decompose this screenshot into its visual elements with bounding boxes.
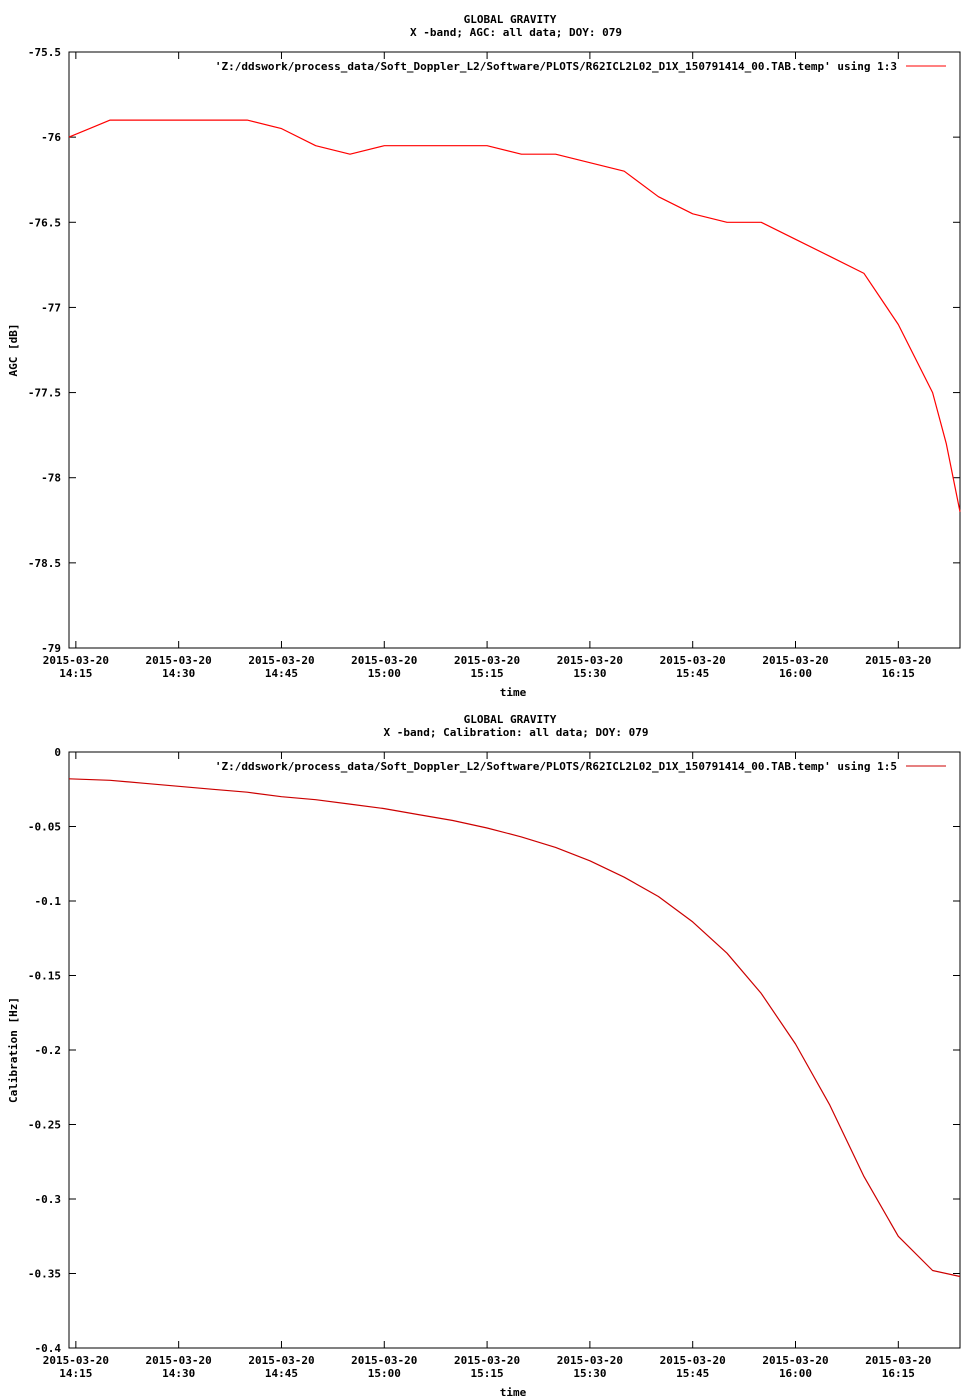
- chart-subtitle: X -band; Calibration: all data; DOY: 079: [384, 726, 649, 739]
- x-tick-label-time: 16:15: [882, 1367, 915, 1380]
- chart-title: GLOBAL GRAVITY: [464, 13, 557, 26]
- y-tick-label: -79: [41, 642, 61, 655]
- x-tick-label-time: 14:45: [265, 667, 298, 680]
- x-tick-label-time: 15:00: [368, 667, 401, 680]
- x-tick-label-date: 2015-03-20: [248, 654, 314, 667]
- y-tick-label: -0.35: [28, 1268, 61, 1281]
- x-tick-label-time: 15:15: [471, 667, 504, 680]
- x-tick-label-date: 2015-03-20: [557, 654, 623, 667]
- x-tick-label-time: 14:15: [59, 1367, 92, 1380]
- y-tick-label: -0.3: [35, 1193, 62, 1206]
- plot-frame: [68, 51, 961, 649]
- x-tick-label-date: 2015-03-20: [146, 1354, 212, 1367]
- x-tick-label-time: 15:30: [573, 667, 606, 680]
- legend-label: 'Z:/ddswork/process_data/Soft_Doppler_L2…: [215, 60, 897, 73]
- y-tick-label: -77: [41, 301, 61, 314]
- x-tick-label-date: 2015-03-20: [43, 654, 109, 667]
- y-tick-label: -0.05: [28, 821, 61, 834]
- x-tick-label-time: 14:30: [162, 1367, 195, 1380]
- x-tick-label-date: 2015-03-20: [146, 654, 212, 667]
- x-tick-label-time: 14:15: [59, 667, 92, 680]
- x-tick-label-time: 14:45: [265, 1367, 298, 1380]
- x-axis-label: time: [500, 1386, 527, 1399]
- y-tick-label: -0.25: [28, 1119, 61, 1132]
- x-tick-label-date: 2015-03-20: [43, 1354, 109, 1367]
- x-tick-label-date: 2015-03-20: [660, 1354, 726, 1367]
- x-tick-label-time: 16:00: [779, 1367, 812, 1380]
- legend-label: 'Z:/ddswork/process_data/Soft_Doppler_L2…: [215, 760, 897, 773]
- y-tick-label: -0.2: [35, 1044, 62, 1057]
- x-tick-label-date: 2015-03-20: [762, 654, 828, 667]
- x-tick-label-date: 2015-03-20: [454, 654, 520, 667]
- x-tick-label-date: 2015-03-20: [557, 1354, 623, 1367]
- plot-frame: [68, 751, 961, 1349]
- x-tick-label-date: 2015-03-20: [865, 1354, 931, 1367]
- y-tick-label: -78.5: [28, 557, 61, 570]
- y-tick-label: -0.4: [35, 1342, 62, 1355]
- x-tick-label-date: 2015-03-20: [351, 654, 417, 667]
- x-tick-label-date: 2015-03-20: [248, 1354, 314, 1367]
- y-tick-label: 0: [54, 746, 61, 759]
- chart-subtitle: X -band; AGC: all data; DOY: 079: [410, 26, 622, 39]
- x-tick-label-time: 14:30: [162, 667, 195, 680]
- x-tick-label-date: 2015-03-20: [865, 654, 931, 667]
- y-tick-label: -78: [41, 472, 61, 485]
- x-tick-label-time: 15:15: [471, 1367, 504, 1380]
- y-tick-label: -75.5: [28, 46, 61, 59]
- x-tick-label-time: 15:30: [573, 1367, 606, 1380]
- x-tick-label-date: 2015-03-20: [351, 1354, 417, 1367]
- chart-title: GLOBAL GRAVITY: [464, 713, 557, 726]
- y-tick-label: -77.5: [28, 387, 61, 400]
- y-axis-label: Calibration [Hz]: [7, 997, 20, 1103]
- x-tick-label-time: 15:00: [368, 1367, 401, 1380]
- x-tick-label-time: 16:15: [882, 667, 915, 680]
- x-tick-label-date: 2015-03-20: [762, 1354, 828, 1367]
- x-tick-label-time: 15:45: [676, 1367, 709, 1380]
- x-tick-label-date: 2015-03-20: [660, 654, 726, 667]
- y-tick-label: -0.15: [28, 970, 61, 983]
- y-tick-label: -0.1: [35, 895, 62, 908]
- x-tick-label-time: 15:45: [676, 667, 709, 680]
- x-axis-label: time: [500, 686, 527, 699]
- x-tick-label-time: 16:00: [779, 667, 812, 680]
- y-tick-label: -76.5: [28, 216, 61, 229]
- series-line: [68, 119, 961, 512]
- y-axis-label: AGC [dB]: [7, 324, 20, 377]
- y-tick-label: -76: [41, 131, 61, 144]
- series-line: [68, 778, 961, 1278]
- x-tick-label-date: 2015-03-20: [454, 1354, 520, 1367]
